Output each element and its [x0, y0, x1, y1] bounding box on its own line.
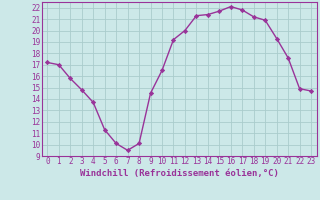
X-axis label: Windchill (Refroidissement éolien,°C): Windchill (Refroidissement éolien,°C) [80, 169, 279, 178]
